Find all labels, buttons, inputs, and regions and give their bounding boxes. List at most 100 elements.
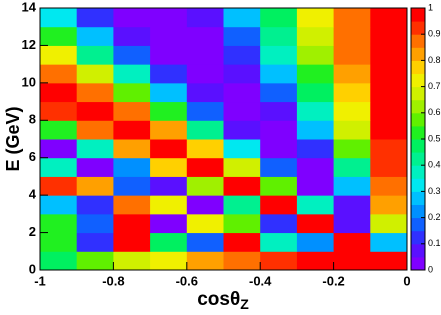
heat-cell <box>333 120 371 140</box>
heat-cell <box>150 26 188 46</box>
heat-cell <box>186 157 224 177</box>
colorbar-swatch <box>411 86 425 101</box>
plot-frame <box>39 7 408 271</box>
heat-cell <box>186 195 224 215</box>
colorbar-swatch <box>411 73 425 88</box>
heat-cell <box>296 120 335 140</box>
heat-cell <box>150 101 188 121</box>
y-tick-label: 12 <box>22 37 36 52</box>
heat-cell <box>113 8 151 28</box>
x-tick-label: -0.2 <box>322 273 344 288</box>
heat-cell <box>150 64 188 84</box>
heat-cell <box>370 120 408 140</box>
colorbar-swatch <box>411 204 425 219</box>
heat-cell <box>296 157 335 177</box>
heat-cell <box>40 232 78 252</box>
heat-cell <box>186 232 224 252</box>
colorbar-tick-label: 0.5 <box>428 133 441 143</box>
heat-cell <box>40 157 78 177</box>
heat-cell <box>150 251 188 271</box>
heat-cell <box>333 45 371 65</box>
heat-cell <box>223 82 261 103</box>
heat-cell <box>150 120 188 140</box>
heat-cell <box>40 120 78 140</box>
heat-cell <box>223 8 261 28</box>
heat-cell <box>223 195 261 215</box>
heat-cell <box>150 195 188 215</box>
heat-cell <box>296 176 335 196</box>
heat-cell <box>113 82 151 103</box>
heat-cell <box>260 176 298 196</box>
heat-cell <box>186 45 224 65</box>
heat-cell <box>186 82 224 103</box>
heat-cell <box>333 101 371 121</box>
heat-cell <box>370 8 408 28</box>
heat-cell <box>296 195 335 215</box>
heat-cell <box>260 26 298 46</box>
x-tick-label: -0.4 <box>249 273 272 288</box>
heat-cell <box>260 251 298 271</box>
heat-cell <box>186 213 224 234</box>
heat-cell <box>223 139 261 159</box>
heat-cell <box>260 120 298 140</box>
heat-cell <box>296 251 335 271</box>
x-axis-title-main: cosθ <box>197 289 240 310</box>
heat-cell <box>186 139 224 159</box>
heat-cell <box>40 139 78 159</box>
plot-area <box>40 8 408 271</box>
heat-cell <box>333 157 371 177</box>
colorbar-swatch <box>411 256 425 271</box>
heat-cell <box>333 64 371 84</box>
heat-cell <box>76 45 114 65</box>
heat-cell <box>333 195 371 215</box>
heat-cell <box>76 251 114 271</box>
heat-cell <box>260 45 298 65</box>
heat-cell <box>150 232 188 252</box>
heat-cell <box>223 45 261 65</box>
y-axis-title: E (GeV) <box>3 106 23 171</box>
heat-cell <box>113 26 151 46</box>
heat-cell <box>333 251 371 271</box>
heat-cell <box>370 176 408 196</box>
colorbar-swatch <box>411 125 425 140</box>
heat-cell <box>260 195 298 215</box>
heat-cell <box>333 232 371 252</box>
heat-cell <box>150 8 188 28</box>
heat-cell <box>333 8 371 28</box>
colorbar-tick-label: 0 <box>428 264 433 274</box>
heat-cell <box>186 8 224 28</box>
colorbar-swatch <box>411 165 425 179</box>
heat-cell <box>223 157 261 177</box>
colorbar-swatch <box>411 99 425 114</box>
colorbar-tick-label: 0.3 <box>428 186 441 196</box>
heat-cell <box>113 176 151 196</box>
colorbar-tick-label: 0.8 <box>428 55 441 65</box>
heat-cell <box>370 232 408 252</box>
heat-cell <box>76 176 114 196</box>
heat-cell <box>113 120 151 140</box>
heat-cell <box>333 26 371 46</box>
heat-cell <box>113 157 151 177</box>
colorbar-swatch <box>411 8 425 22</box>
colorbar-swatch <box>411 60 425 74</box>
heat-cell <box>296 101 335 121</box>
heat-cell <box>296 139 335 159</box>
y-tick-label: 14 <box>22 0 37 14</box>
heat-cell <box>223 101 261 121</box>
heat-cell <box>296 26 335 46</box>
heat-cell <box>370 251 408 271</box>
colorbar-tick-label: 0.4 <box>428 160 441 170</box>
heat-cell <box>260 139 298 159</box>
heat-cell <box>333 176 371 196</box>
x-tick-label: 0 <box>403 273 410 288</box>
colorbar: 0 0.1 0.2 0.3 0.4 0.5 0.6 0.7 0.8 0.9 1 <box>410 2 441 274</box>
heat-cell <box>333 139 371 159</box>
heat-cell <box>296 45 335 65</box>
heat-cell <box>113 195 151 215</box>
colorbar-swatch <box>411 217 425 232</box>
heat-cell <box>150 157 188 177</box>
heat-cell <box>76 213 114 234</box>
heat-cell <box>76 139 114 159</box>
heat-cell <box>40 26 78 46</box>
